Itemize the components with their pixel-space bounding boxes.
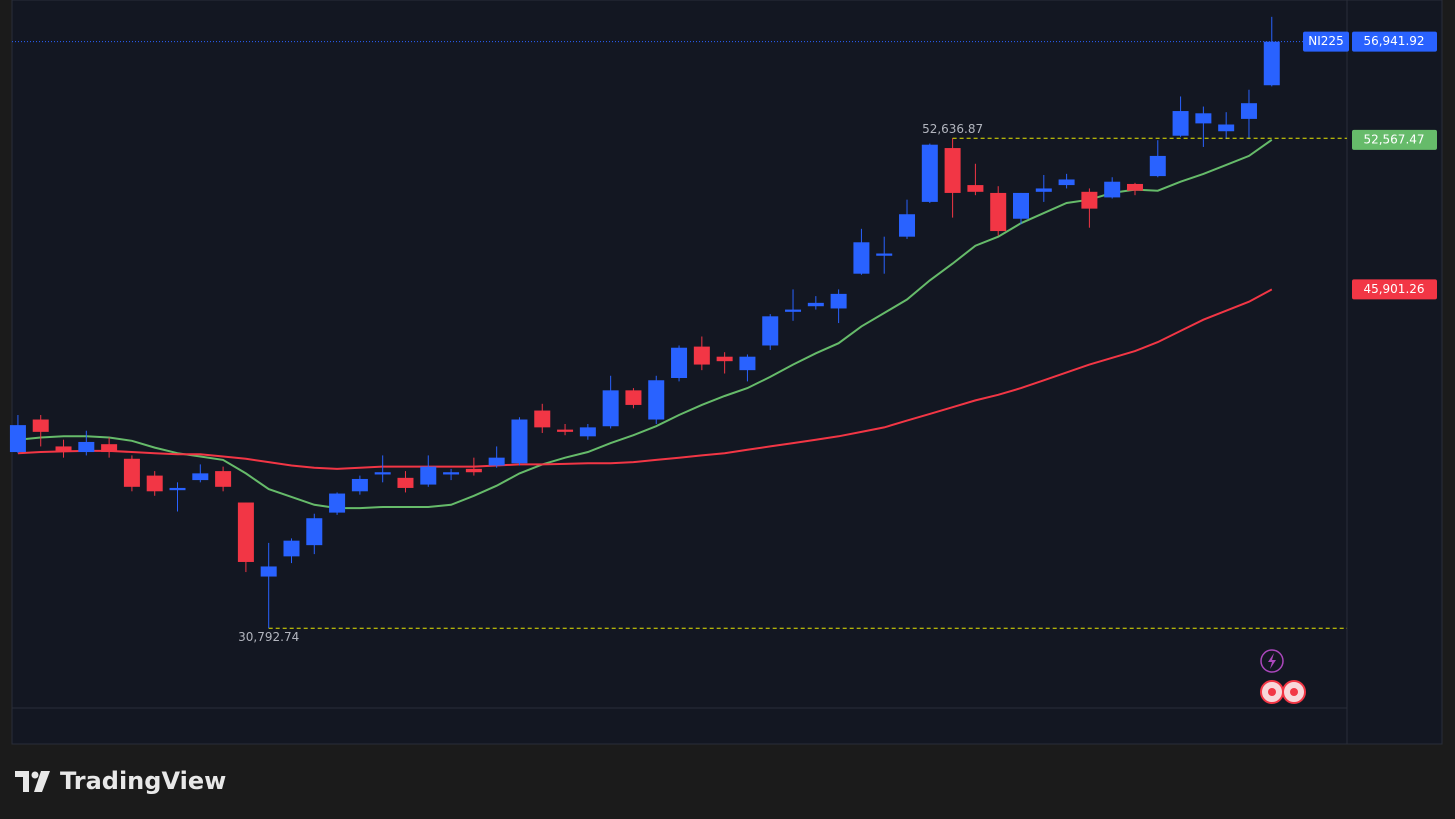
symbol-tag bbox=[1303, 31, 1349, 52]
logo[interactable]: TradingView bbox=[15, 767, 226, 795]
indicator-icons bbox=[1260, 649, 1306, 704]
candle-body bbox=[1104, 181, 1121, 198]
plot: 52,636.87 30,792.74 bbox=[9, 16, 1347, 644]
ma-tag-label: 45,901.26 bbox=[1363, 282, 1424, 296]
candle-body bbox=[671, 347, 688, 379]
candle-body bbox=[1195, 113, 1212, 124]
ma-tag-label: 52,567.47 bbox=[1363, 132, 1424, 146]
price-tag-label: 56,941.92 bbox=[1363, 34, 1424, 48]
ma-tag bbox=[1352, 129, 1437, 150]
candle-body bbox=[716, 356, 733, 362]
candle-body bbox=[237, 502, 254, 562]
candle-body bbox=[1081, 191, 1098, 209]
candle-body bbox=[146, 475, 163, 492]
logo-mark bbox=[15, 771, 29, 792]
event-dot bbox=[1268, 688, 1276, 696]
candle-body bbox=[557, 429, 574, 432]
alert-icon[interactable] bbox=[1260, 649, 1284, 673]
candle-body bbox=[443, 472, 460, 475]
candle-body bbox=[944, 148, 961, 193]
candle-body bbox=[488, 457, 505, 466]
candle-body bbox=[55, 446, 72, 451]
candle-body bbox=[1126, 183, 1143, 191]
candle-body bbox=[101, 444, 118, 453]
candle-body bbox=[1218, 124, 1235, 132]
candle-body bbox=[899, 214, 916, 237]
candle-body bbox=[579, 427, 596, 437]
candle-body bbox=[1058, 179, 1075, 186]
candle-body bbox=[329, 493, 346, 513]
candle-body bbox=[602, 390, 619, 427]
candle-body bbox=[876, 253, 893, 256]
candle-body bbox=[1035, 188, 1052, 192]
candle-body bbox=[967, 185, 984, 192]
low-label: 30,792.74 bbox=[238, 630, 299, 644]
candle-body bbox=[1172, 111, 1189, 136]
candle-body bbox=[511, 419, 528, 464]
brand-name: TradingView bbox=[60, 767, 226, 795]
candle-body bbox=[853, 242, 870, 274]
candle-body bbox=[192, 473, 209, 481]
candle-body bbox=[374, 472, 391, 475]
candle-body bbox=[465, 468, 482, 473]
candle-body bbox=[739, 356, 756, 371]
candle-body bbox=[351, 478, 368, 492]
candle-body bbox=[785, 309, 802, 312]
moving-average bbox=[17, 138, 1273, 510]
candle-body bbox=[990, 192, 1007, 232]
candle-body bbox=[693, 346, 710, 365]
candle-body bbox=[215, 471, 232, 487]
chart-background bbox=[11, 0, 1443, 745]
candle-body bbox=[921, 144, 938, 202]
candle-body bbox=[283, 540, 300, 557]
axes: NI225 56,941.92 52,567.47 45,901.26 bbox=[1303, 31, 1437, 300]
candle-body bbox=[830, 293, 847, 309]
candle-body bbox=[762, 316, 779, 346]
candle-body bbox=[397, 477, 414, 488]
price-tag bbox=[1352, 31, 1437, 52]
candle-body bbox=[123, 458, 140, 487]
symbol-label: NI225 bbox=[1308, 34, 1343, 48]
candle-body bbox=[1263, 41, 1280, 86]
candle-body bbox=[807, 302, 824, 307]
candle-body bbox=[9, 425, 26, 453]
candle-body bbox=[625, 390, 642, 405]
candle-body bbox=[32, 419, 49, 432]
candle-body bbox=[260, 566, 277, 577]
logo-mark bbox=[34, 771, 50, 792]
event-dot bbox=[1290, 688, 1298, 696]
logo-mark bbox=[31, 771, 39, 779]
candle-body bbox=[78, 441, 95, 453]
candle-body bbox=[1149, 155, 1166, 177]
candle-body bbox=[169, 487, 186, 491]
candle-body bbox=[648, 380, 665, 420]
candle-body bbox=[534, 410, 551, 428]
candle-body bbox=[1240, 103, 1257, 119]
candle-body bbox=[306, 518, 323, 546]
candle-body bbox=[420, 466, 437, 485]
moving-average bbox=[17, 288, 1273, 470]
ma-tag bbox=[1352, 279, 1437, 300]
alert-bolt bbox=[1268, 653, 1276, 669]
high-label: 52,636.87 bbox=[922, 122, 983, 136]
candle-body bbox=[1013, 192, 1030, 219]
